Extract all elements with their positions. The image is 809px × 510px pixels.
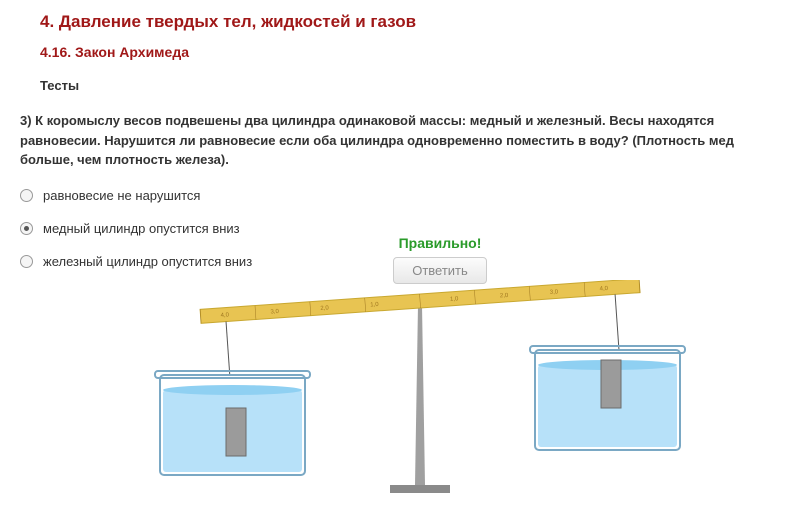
- question-text: 3) К коромыслу весов подвешены два цилин…: [0, 93, 809, 170]
- svg-text:2,0: 2,0: [500, 293, 509, 300]
- radio-icon[interactable]: [20, 222, 33, 235]
- tests-label: Тесты: [0, 60, 809, 93]
- section-title: 4.16. Закон Архимеда: [0, 32, 809, 60]
- stand-pole: [415, 305, 425, 485]
- option-0[interactable]: равновесие не нарушится: [20, 188, 809, 203]
- option-1[interactable]: медный цилиндр опустится вниз: [20, 221, 809, 236]
- svg-text:3,0: 3,0: [550, 289, 559, 296]
- svg-text:1,0: 1,0: [450, 296, 459, 303]
- feedback-area: Правильно! Ответить: [380, 235, 500, 284]
- svg-text:1,0: 1,0: [370, 302, 379, 309]
- left-cylinder-copper: [226, 408, 246, 456]
- radio-icon[interactable]: [20, 255, 33, 268]
- option-label: равновесие не нарушится: [43, 188, 200, 203]
- svg-text:3,0: 3,0: [270, 309, 279, 316]
- radio-icon[interactable]: [20, 189, 33, 202]
- balance-diagram: 4,0 3,0 2,0 1,0 1,0 2,0 3,0 4,0: [140, 280, 700, 500]
- feedback-text: Правильно!: [380, 235, 500, 251]
- option-label: медный цилиндр опустится вниз: [43, 221, 240, 236]
- svg-text:2,0: 2,0: [320, 305, 329, 312]
- svg-text:4,0: 4,0: [220, 312, 229, 319]
- right-cylinder-iron: [601, 360, 621, 408]
- stand-base: [390, 485, 450, 493]
- option-label: железный цилиндр опустится вниз: [43, 254, 252, 269]
- svg-text:4,0: 4,0: [599, 286, 608, 293]
- chapter-title: 4. Давление твердых тел, жидкостей и газ…: [0, 0, 809, 32]
